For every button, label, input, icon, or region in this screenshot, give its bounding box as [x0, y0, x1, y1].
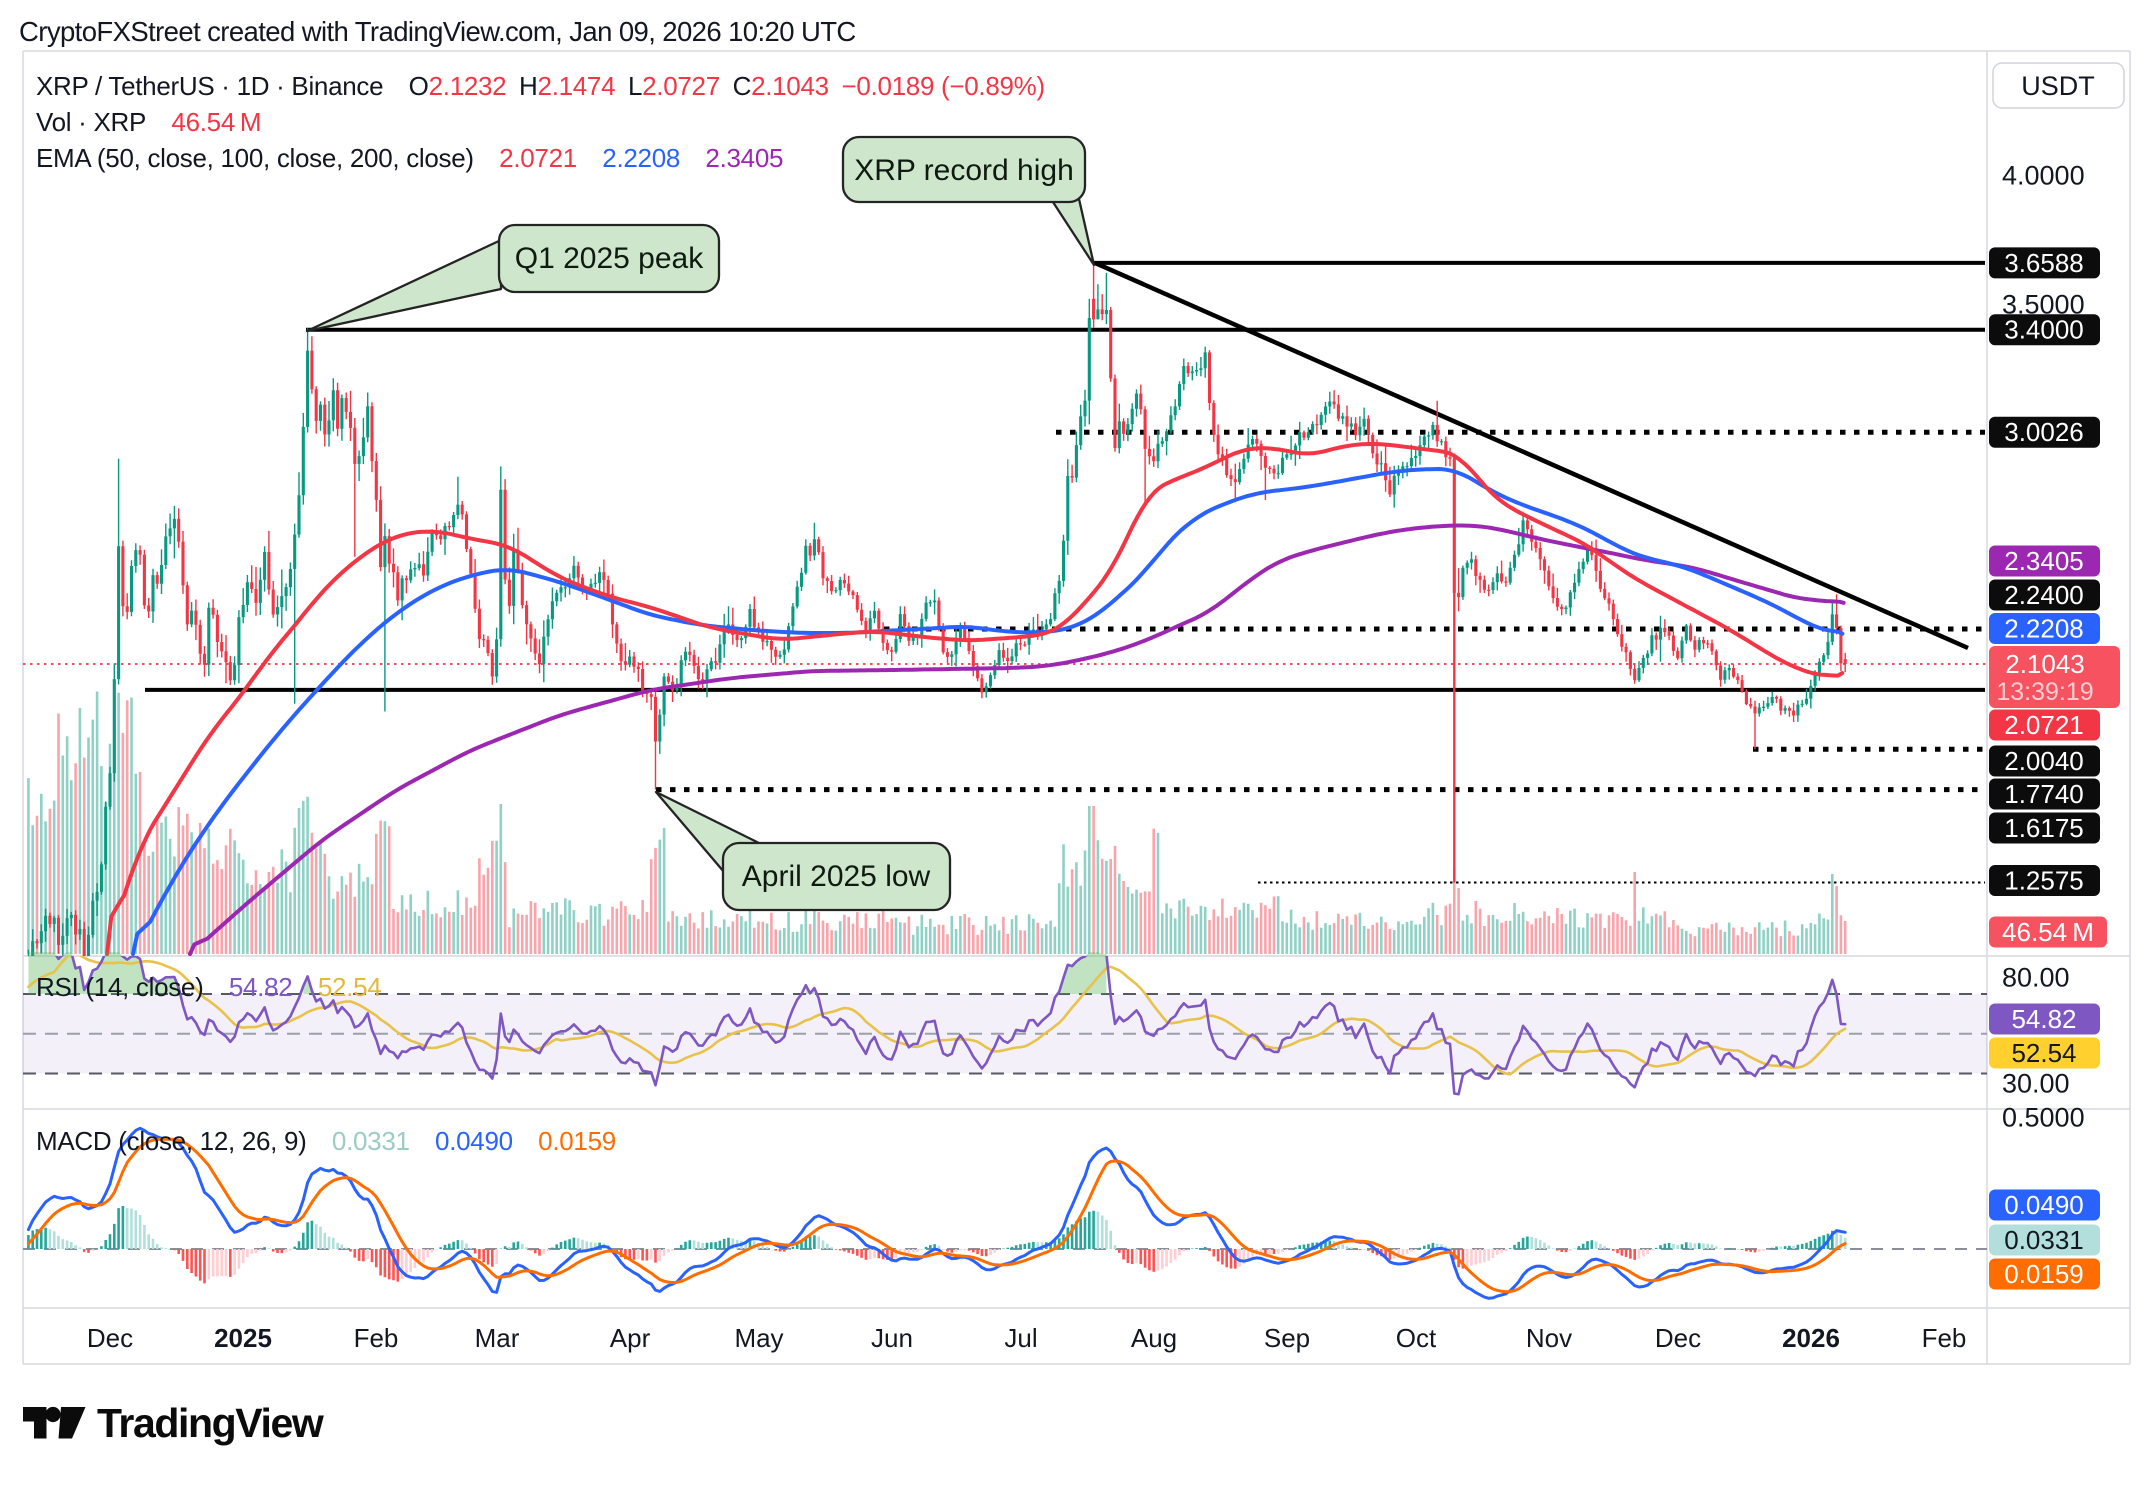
svg-text:Jul: Jul [1004, 1323, 1037, 1353]
svg-text:0.0159: 0.0159 [2004, 1259, 2084, 1289]
svg-text:Dec: Dec [1655, 1323, 1701, 1353]
svg-text:2.0040: 2.0040 [2004, 746, 2084, 776]
svg-text:2.0721: 2.0721 [2004, 710, 2084, 740]
svg-text:Feb: Feb [1922, 1323, 1967, 1353]
svg-text:1.7740: 1.7740 [2004, 779, 2084, 809]
svg-text:RSI (14, close) 54.82 52.54: RSI (14, close) 54.82 52.54 [36, 972, 381, 1002]
svg-text:Dec: Dec [87, 1323, 133, 1353]
svg-text:Jun: Jun [871, 1323, 913, 1353]
svg-text:52.54: 52.54 [2011, 1038, 2076, 1068]
svg-text:3.4000: 3.4000 [2004, 315, 2084, 345]
svg-text:3.6588: 3.6588 [2004, 248, 2084, 278]
svg-text:80.00: 80.00 [2002, 963, 2070, 993]
svg-text:46.54 M: 46.54 M [2002, 917, 2094, 947]
svg-text:2026: 2026 [1782, 1323, 1840, 1353]
svg-text:13:39:19: 13:39:19 [1996, 678, 2093, 706]
svg-text:Oct: Oct [1396, 1323, 1437, 1353]
svg-text:Sep: Sep [1264, 1323, 1310, 1353]
svg-text:0.0331: 0.0331 [2004, 1225, 2084, 1255]
svg-text:Nov: Nov [1526, 1323, 1572, 1353]
svg-text:Apr: Apr [610, 1323, 651, 1353]
svg-text:Mar: Mar [475, 1323, 520, 1353]
svg-text:XRP / TetherUS · 1D · Binance: XRP / TetherUS · 1D · Binance O2.1232 H2… [36, 71, 1045, 101]
svg-text:Q1 2025 peak: Q1 2025 peak [515, 242, 704, 275]
svg-text:XRP record high: XRP record high [854, 154, 1074, 187]
svg-text:2.3405: 2.3405 [2004, 546, 2084, 576]
svg-text:2.2400: 2.2400 [2004, 580, 2084, 610]
svg-text:Feb: Feb [354, 1323, 399, 1353]
svg-text:2.2208: 2.2208 [2004, 614, 2084, 644]
svg-text:MACD (close, 12, 26, 9) 0.033: MACD (close, 12, 26, 9) 0.0331 0.0490 0.… [36, 1126, 616, 1156]
svg-text:Aug: Aug [1131, 1323, 1177, 1353]
svg-text:2.1043: 2.1043 [2005, 649, 2085, 679]
svg-text:1.2575: 1.2575 [2004, 866, 2084, 896]
svg-text:0.0490: 0.0490 [2004, 1190, 2084, 1220]
svg-text:May: May [734, 1323, 783, 1353]
svg-text:April 2025 low: April 2025 low [742, 860, 931, 893]
svg-text:Vol · XRP 46.54 M: Vol · XRP 46.54 M [36, 107, 261, 137]
svg-text:3.0026: 3.0026 [2004, 417, 2084, 447]
svg-text:0.5000: 0.5000 [2002, 1103, 2085, 1133]
svg-text:2025: 2025 [214, 1323, 272, 1353]
svg-text:30.00: 30.00 [2002, 1069, 2070, 1099]
svg-text:54.82: 54.82 [2011, 1004, 2076, 1034]
svg-text:EMA (50, close, 100, close, 20: EMA (50, close, 100, close, 200, close) … [36, 143, 783, 173]
svg-text:USDT: USDT [2021, 71, 2095, 101]
svg-text:TradingView: TradingView [97, 1400, 324, 1446]
svg-text:CryptoFXStreet created with Tr: CryptoFXStreet created with TradingView.… [19, 16, 856, 47]
svg-text:1.6175: 1.6175 [2004, 813, 2084, 843]
svg-text:4.0000: 4.0000 [2002, 160, 2085, 190]
